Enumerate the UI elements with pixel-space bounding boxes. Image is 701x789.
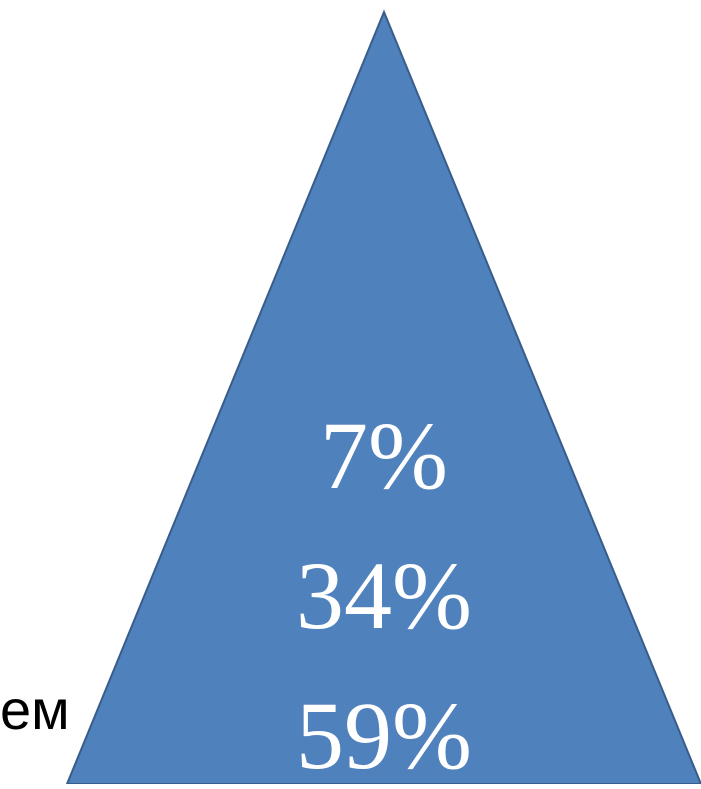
partial-side-text: ем — [0, 678, 70, 741]
pyramid-level-bottom-percent: 59% — [296, 682, 472, 789]
pyramid-triangle — [65, 9, 701, 784]
pyramid-level-top-percent: 7% — [320, 402, 448, 509]
pyramid-level-middle-percent: 34% — [296, 542, 472, 649]
